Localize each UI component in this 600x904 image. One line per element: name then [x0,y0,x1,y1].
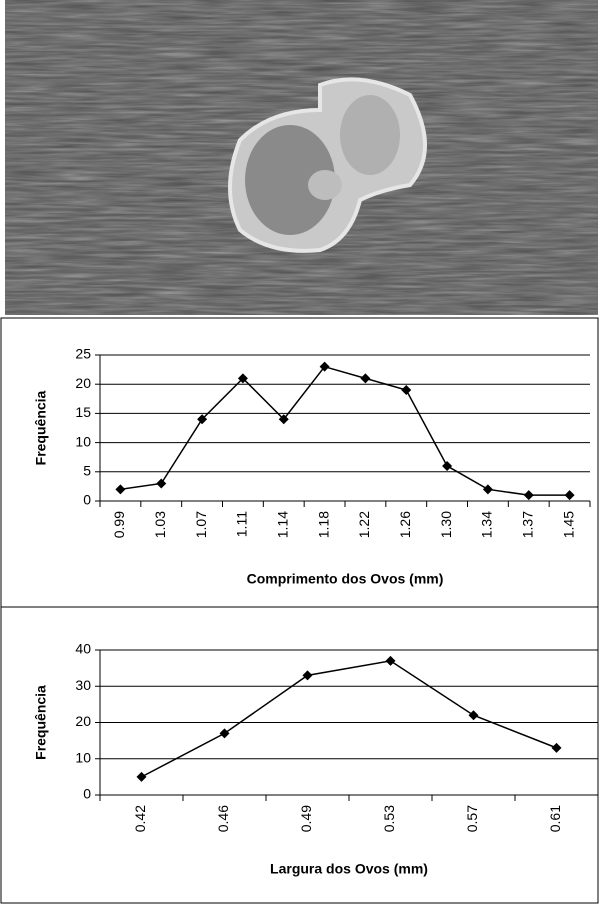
y-tick-label: 15 [75,404,91,420]
y-axis-title: Frequência [33,685,49,760]
x-tick-label: 1.11 [234,511,250,537]
x-tick-label: 1.30 [438,511,454,538]
data-point [401,385,412,396]
x-tick-label: 1.22 [356,511,372,538]
data-point [219,728,230,739]
data-point [237,373,248,384]
x-tick-label: 1.14 [274,511,290,538]
data-point [564,490,575,501]
data-point [551,742,562,753]
x-tick-label: 1.45 [560,511,576,538]
x-tick-label: 0.53 [381,805,397,832]
data-point [319,361,330,372]
data-point [385,655,396,666]
data-point [156,478,167,489]
y-tick-label: 0 [83,492,91,508]
y-tick-label: 10 [75,433,91,449]
x-tick-label: 1.34 [479,511,495,538]
data-point [442,460,453,471]
y-tick-label: 30 [75,677,91,693]
x-tick-label: 1.26 [397,511,413,538]
data-point [360,373,371,384]
x-axis-title: Comprimento dos Ovos (mm) [247,571,444,587]
x-tick-label: 1.07 [193,511,209,538]
chart-frame [0,317,599,904]
data-point [482,484,493,495]
y-tick-label: 5 [83,463,91,479]
x-tick-label: 0.46 [215,805,231,832]
data-line [141,660,557,778]
y-axis-title: Frequência [33,390,49,465]
x-tick-label: 0.57 [464,805,480,832]
x-tick-label: 0.61 [547,805,563,832]
data-point [302,670,313,681]
y-tick-label: 20 [75,713,91,729]
x-tick-label: 1.03 [152,511,168,538]
x-tick-label: 0.99 [111,511,127,538]
data-point [136,771,147,782]
x-tick-label: 1.18 [315,511,331,538]
x-axis-title: Largura dos Ovos (mm) [270,861,428,877]
data-point [278,414,289,425]
x-tick-label: 0.42 [132,805,148,832]
x-tick-label: 1.37 [519,511,535,538]
x-tick-label: 0.49 [298,805,314,832]
data-point [523,490,534,501]
data-point [197,414,208,425]
y-tick-label: 10 [75,749,91,765]
photo [5,0,598,315]
y-tick-label: 20 [75,375,91,391]
y-tick-label: 40 [75,641,91,657]
y-tick-label: 25 [75,346,91,362]
data-point [115,484,126,495]
y-tick-label: 0 [83,786,91,802]
data-line [120,365,570,496]
data-point [468,710,479,721]
